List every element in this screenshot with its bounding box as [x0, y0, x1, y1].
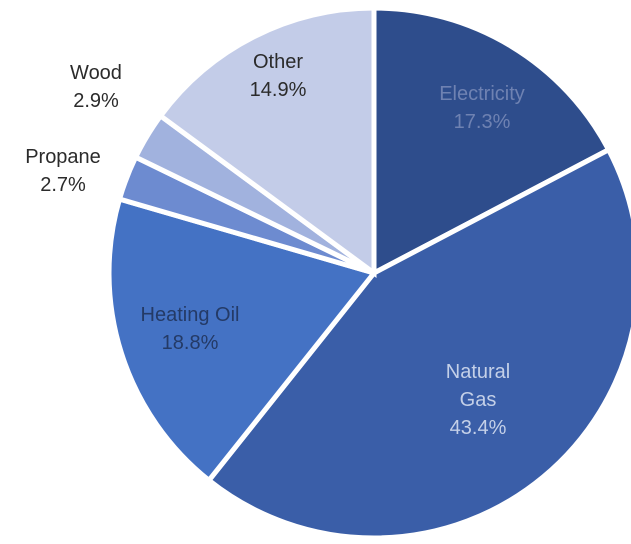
slice-label-line: Gas: [460, 389, 497, 411]
slice-label-line: Wood: [70, 62, 122, 84]
pie-slice-heating-oil: [106, 195, 379, 484]
slice-label-line: Electricity: [439, 83, 525, 105]
slice-label-line: 18.8%: [162, 332, 219, 354]
slice-label-line: Other: [253, 51, 303, 73]
slice-label-line: 2.7%: [40, 174, 86, 196]
slice-label-line: 43.4%: [450, 417, 507, 439]
pie-slices: [106, 5, 631, 541]
slice-label-line: Propane: [25, 146, 101, 168]
pie-slice-other: [157, 5, 377, 278]
slice-label-line: 14.9%: [250, 79, 307, 101]
slice-label-other: Other 14.9%: [250, 51, 307, 101]
slice-label-line: 17.3%: [454, 111, 511, 133]
slice-label-line: Natural: [446, 361, 510, 383]
pie-slice-natural-gas: [205, 146, 631, 541]
slice-label-heating-oil: Heating Oil 18.8%: [141, 304, 240, 354]
slice-label-natural-gas: Natural Gas 43.4%: [446, 361, 510, 439]
slice-labels: Electricity 17.3% Natural Gas 43.4% Heating O…: [25, 51, 525, 439]
slice-label-propane: Propane 2.7%: [25, 146, 101, 196]
slice-label-line: 2.9%: [73, 90, 119, 112]
pie-slice-electricity: [371, 5, 612, 278]
slice-label-line: Heating Oil: [141, 304, 240, 326]
slice-label-wood: Wood 2.9%: [70, 62, 122, 112]
slice-label-electricity: Electricity 17.3%: [439, 83, 525, 133]
